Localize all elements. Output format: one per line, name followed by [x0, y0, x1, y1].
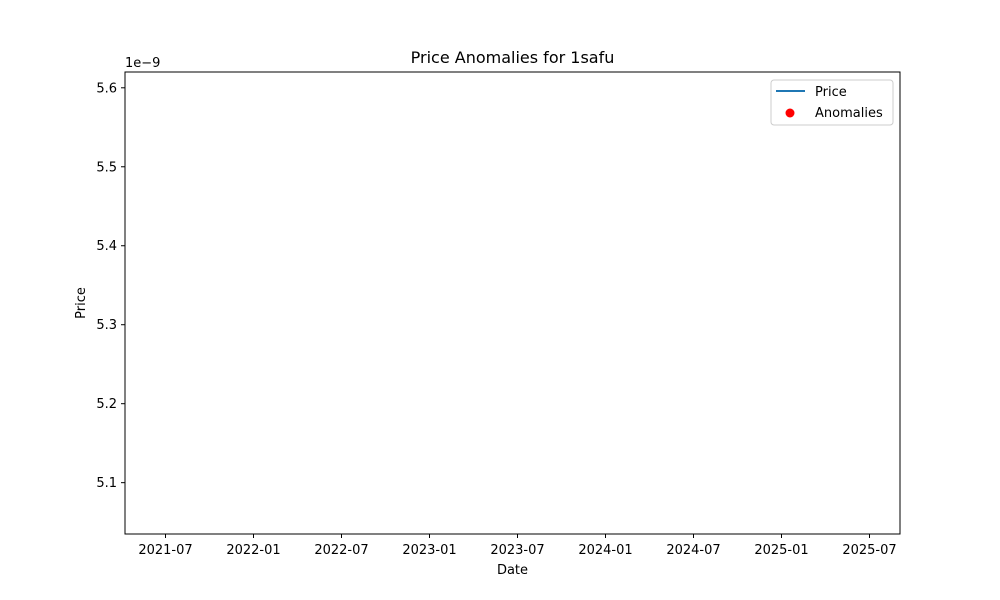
x-axis-label: Date — [497, 563, 528, 578]
legend-anomalies-label: Anomalies — [815, 106, 883, 121]
chart-title: Price Anomalies for 1safu — [411, 48, 615, 67]
y-tick-label: 5.3 — [96, 318, 117, 333]
x-tick-label: 2023-01 — [402, 543, 456, 558]
y-tick-label: 5.2 — [96, 397, 117, 412]
y-axis-label: Price — [74, 287, 89, 319]
y-tick-label: 5.1 — [96, 476, 117, 491]
legend-anomalies-marker-swatch — [785, 108, 795, 118]
y-axis-ticks: 5.1 5.2 5.3 5.4 5.5 5.6 — [96, 81, 125, 491]
x-tick-label: 2024-07 — [666, 543, 720, 558]
x-tick-label: 2021-07 — [138, 543, 192, 558]
legend-price-label: Price — [815, 85, 847, 100]
y-offset-label: 1e−9 — [125, 56, 160, 71]
x-tick-label: 2024-01 — [578, 543, 632, 558]
x-tick-label: 2023-07 — [490, 543, 544, 558]
legend: Price Anomalies — [770, 79, 894, 126]
x-tick-label: 2022-01 — [226, 543, 280, 558]
x-tick-label: 2025-01 — [754, 543, 808, 558]
y-tick-label: 5.4 — [96, 239, 117, 254]
y-tick-label: 5.5 — [96, 160, 117, 175]
y-tick-label: 5.6 — [96, 81, 117, 96]
x-tick-label: 2025-07 — [842, 543, 896, 558]
x-axis-ticks: 2021-07 2022-01 2022-07 2023-01 2023-07 2024-… — [138, 534, 897, 558]
plot-area — [124, 71, 901, 535]
x-tick-label: 2022-07 — [314, 543, 368, 558]
